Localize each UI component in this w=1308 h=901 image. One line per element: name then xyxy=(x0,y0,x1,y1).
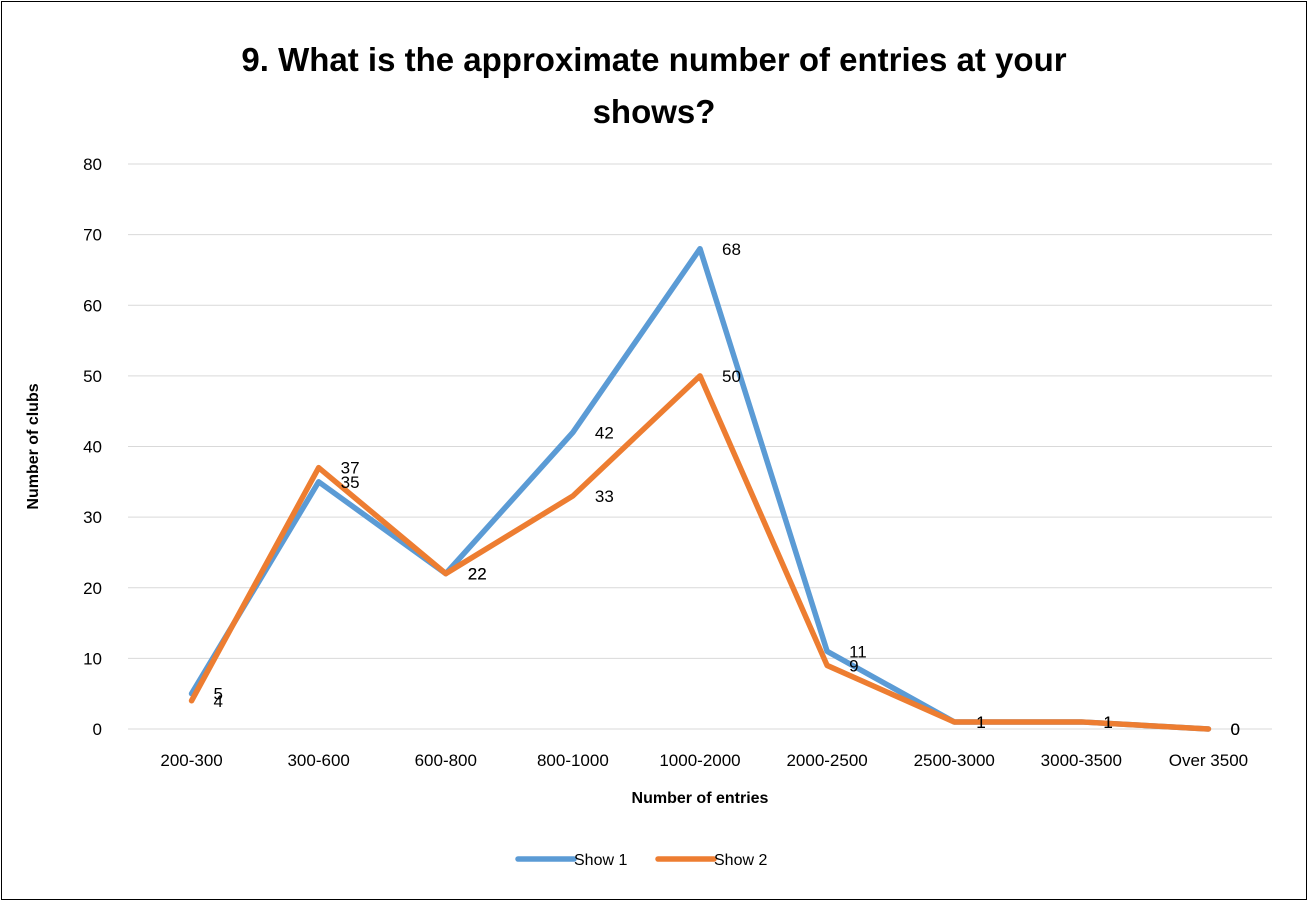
y-tick-label: 40 xyxy=(83,438,102,457)
x-tick-label: 2500-3000 xyxy=(914,751,995,770)
y-tick-label: 50 xyxy=(83,367,102,386)
chart-title: 9. What is the approximate number of ent… xyxy=(2,34,1306,138)
data-label: 68 xyxy=(722,240,741,259)
gridlines xyxy=(128,163,1272,730)
chart-title-line-1: 9. What is the approximate number of ent… xyxy=(241,41,1067,78)
data-label: 9 xyxy=(849,656,858,675)
x-tick-label: 800-1000 xyxy=(537,751,609,770)
y-tick-label: 30 xyxy=(83,508,102,527)
y-tick-label: 80 xyxy=(83,155,102,174)
x-axis-title: Number of entries xyxy=(632,790,769,807)
data-label: 35 xyxy=(341,473,360,492)
data-label: 1 xyxy=(1103,713,1112,732)
chart-title-line-2: shows? xyxy=(592,93,716,130)
data-label: 1 xyxy=(1103,713,1112,732)
data-label: 1 xyxy=(976,713,985,732)
data-label: 37 xyxy=(341,459,360,478)
data-label: 50 xyxy=(722,367,741,386)
series-line-show-2 xyxy=(188,373,1212,732)
data-label: 0 xyxy=(1230,720,1239,739)
x-tick-label: 3000-3500 xyxy=(1041,751,1122,770)
x-tick-label: 600-800 xyxy=(415,751,477,770)
x-tick-label: Over 3500 xyxy=(1169,751,1248,770)
data-label: 1 xyxy=(976,713,985,732)
data-label: 42 xyxy=(595,423,614,442)
data-label: 4 xyxy=(214,692,223,711)
data-label: 33 xyxy=(595,487,614,506)
x-tick-label: 1000-2000 xyxy=(659,751,740,770)
y-tick-label: 60 xyxy=(83,296,102,315)
legend-label-show-2: Show 2 xyxy=(714,852,767,869)
data-label: 22 xyxy=(468,565,487,584)
legend: Show 1 Show 2 xyxy=(515,852,767,869)
y-tick-label: 70 xyxy=(83,226,102,245)
legend-label-show-1: Show 1 xyxy=(574,852,627,869)
y-tick-label: 10 xyxy=(83,649,102,668)
x-tick-label: 300-600 xyxy=(287,751,349,770)
x-tick-label: 200-300 xyxy=(160,751,222,770)
y-tick-label: 20 xyxy=(83,579,102,598)
data-label: 0 xyxy=(1230,720,1239,739)
x-tick-label: 2000-2500 xyxy=(786,751,867,770)
data-label: 11 xyxy=(849,642,867,661)
x-tick-labels: 200-300 300-600 600-800 800-1000 1000-2000 20… xyxy=(160,751,1248,770)
y-tick-label: 0 xyxy=(93,720,102,739)
y-tick-labels: 0 10 20 30 40 50 60 70 80 xyxy=(83,155,102,739)
data-label: 5 xyxy=(214,685,223,704)
data-label: 22 xyxy=(468,565,487,584)
y-axis-title: Number of clubs xyxy=(25,383,42,509)
series-lines xyxy=(188,246,1212,732)
